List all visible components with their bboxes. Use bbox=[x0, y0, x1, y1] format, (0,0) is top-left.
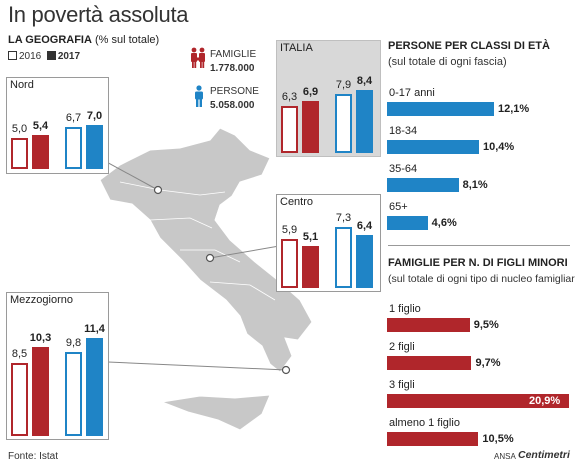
families-2017-label: 5,4 bbox=[32, 119, 49, 132]
credit-brand-logo: Centimetri bbox=[518, 449, 570, 461]
persons-2016-bar bbox=[335, 227, 352, 288]
families-2017-bar bbox=[302, 101, 319, 153]
families-2017-bar bbox=[32, 134, 49, 169]
person-icon bbox=[195, 85, 203, 107]
children-chart-value: 9,7% bbox=[475, 357, 501, 369]
persons-2017-bar bbox=[356, 90, 373, 153]
families-2016-label: 5,0 bbox=[11, 122, 28, 135]
geography-subtitle: (% sul totale) bbox=[95, 34, 160, 46]
children-subtitle: (sul totale di ogni tipo di nucleo famig… bbox=[388, 273, 575, 285]
children-heading: FAMIGLIE PER N. DI FIGLI MINORI bbox=[388, 257, 568, 269]
legend-2016: 2016 bbox=[19, 51, 42, 62]
families-2016-label: 6,3 bbox=[281, 90, 298, 103]
families-2017-bar bbox=[302, 245, 319, 288]
geography-heading-label: LA GEOGRAFIA bbox=[8, 34, 92, 46]
region-panel-italia: ITALIA 6,3 6,9 7,9 8,4 bbox=[276, 40, 381, 157]
marker-nord bbox=[153, 185, 163, 195]
children-chart-value: 9,5% bbox=[473, 319, 499, 331]
persons-2017-bar bbox=[356, 234, 373, 288]
families-2017-bar bbox=[32, 347, 49, 436]
children-chart-label: 2 figli bbox=[389, 341, 415, 353]
legend-outline-swatch bbox=[8, 51, 17, 60]
credit-ansa: ANSA bbox=[494, 452, 516, 461]
age-chart-value: 8,1% bbox=[462, 179, 488, 191]
families-2016-label: 5,9 bbox=[281, 224, 298, 237]
age-chart-value: 12,1% bbox=[498, 103, 530, 115]
children-chart-label: 1 figlio bbox=[389, 303, 421, 315]
children-chart-bar bbox=[387, 356, 472, 370]
page-title: In povertà assoluta bbox=[8, 2, 189, 27]
families-2016-label: 8,5 bbox=[11, 347, 28, 360]
persons-2017-bar bbox=[86, 337, 103, 436]
children-chart-label: 3 figli bbox=[389, 379, 415, 391]
source-note: Fonte: Istat bbox=[8, 451, 59, 462]
children-chart-value: 20,9% bbox=[529, 395, 561, 407]
families-2017-label: 5,1 bbox=[302, 230, 319, 243]
families-2016-bar bbox=[281, 239, 298, 288]
region-name-italia: ITALIA bbox=[280, 42, 313, 54]
marker-centro bbox=[205, 253, 215, 263]
year-legend: 2016 2017 bbox=[8, 51, 80, 62]
families-value: 1.778.000 bbox=[210, 63, 255, 74]
marker-mezzogiorno bbox=[281, 365, 291, 375]
geography-heading: LA GEOGRAFIA (% sul totale) bbox=[8, 34, 159, 46]
section-divider bbox=[388, 245, 570, 246]
persons-2017-label: 7,0 bbox=[86, 109, 103, 122]
persons-2016-bar bbox=[335, 93, 352, 153]
sicily-shape bbox=[160, 394, 271, 431]
region-panel-nord: Nord 5,0 5,4 6,7 7,0 bbox=[6, 77, 109, 174]
age-chart-value: 4,6% bbox=[431, 217, 457, 229]
age-chart-label: 0-17 anni bbox=[389, 87, 435, 99]
persons-2017-bar bbox=[86, 124, 103, 169]
families-2017-label: 6,9 bbox=[302, 86, 319, 99]
region-panel-centro: Centro 5,9 5,1 7,3 6,4 bbox=[276, 194, 381, 292]
age-chart-bar bbox=[387, 140, 479, 154]
persons-value: 5.058.000 bbox=[210, 100, 255, 111]
children-chart-bar bbox=[387, 432, 479, 446]
persons-2016-label: 6,7 bbox=[65, 111, 82, 124]
persons-2016-label: 9,8 bbox=[65, 336, 82, 349]
persons-2017-label: 8,4 bbox=[356, 75, 373, 87]
families-label: FAMIGLIE bbox=[210, 49, 257, 60]
region-name-nord: Nord bbox=[10, 79, 34, 91]
age-heading: PERSONE PER CLASSI DI ETÀ bbox=[388, 40, 550, 52]
age-chart-value: 10,4% bbox=[482, 141, 515, 153]
persons-2016-label: 7,9 bbox=[335, 78, 352, 91]
legend-filled-swatch bbox=[46, 51, 56, 60]
persons-2016-bar bbox=[65, 351, 82, 436]
region-name-centro: Centro bbox=[280, 196, 314, 208]
region-name-mezzogiorno: Mezzogiorno bbox=[10, 294, 73, 306]
leader-line-centro bbox=[209, 244, 286, 259]
persons-2017-label: 11,4 bbox=[84, 322, 105, 335]
families-2017-label: 10,3 bbox=[29, 332, 52, 345]
children-chart-bar bbox=[387, 394, 569, 408]
persons-2016-label: 7,3 bbox=[335, 212, 352, 225]
families-2016-bar bbox=[281, 105, 298, 153]
legend-2017: 2017 bbox=[57, 51, 81, 62]
children-chart-label: almeno 1 figlio bbox=[389, 417, 460, 429]
persons-2017-label: 6,4 bbox=[356, 219, 373, 232]
age-subtitle: (sul totale di ogni fascia) bbox=[388, 56, 507, 68]
families-2016-bar bbox=[11, 137, 28, 169]
families-2016-bar bbox=[11, 362, 28, 436]
age-chart-label: 35-64 bbox=[389, 163, 418, 175]
leader-line-mezzogiorno bbox=[107, 361, 287, 371]
family-icon bbox=[191, 47, 205, 68]
children-chart-bar bbox=[387, 318, 470, 332]
persons-label: PERSONE bbox=[210, 86, 259, 97]
age-chart-bar bbox=[387, 178, 459, 192]
region-panel-mezzogiorno: Mezzogiorno 8,5 10,3 9,8 11,4 bbox=[6, 292, 109, 440]
age-chart-label: 18-34 bbox=[389, 125, 418, 137]
persons-2016-bar bbox=[65, 126, 82, 169]
age-chart-bar bbox=[387, 102, 494, 116]
age-chart-label: 65+ bbox=[389, 201, 408, 213]
children-chart-value: 10,5% bbox=[482, 433, 514, 445]
age-chart-bar bbox=[387, 216, 428, 230]
